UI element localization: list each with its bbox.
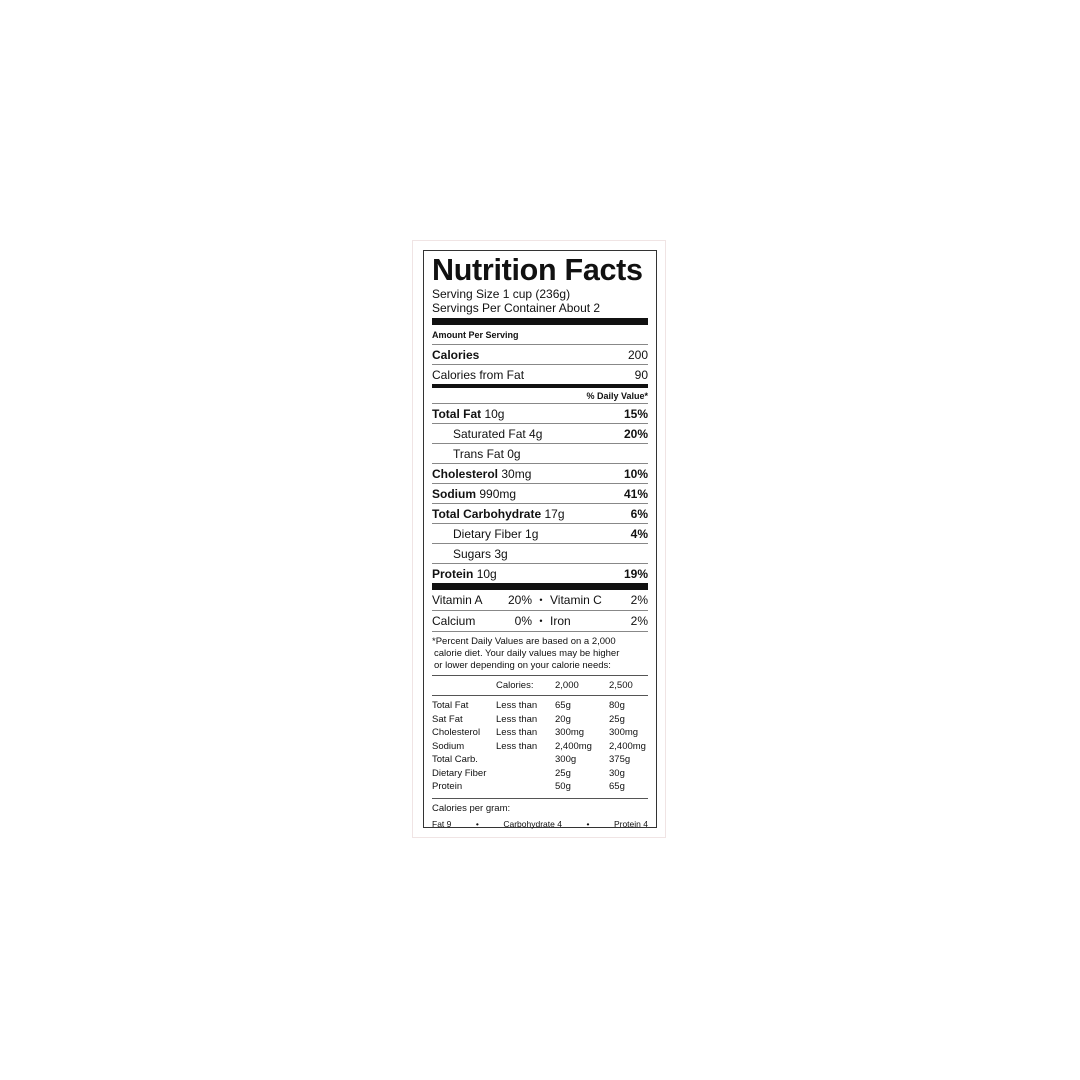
daily-value-header: % Daily Value* <box>432 388 648 404</box>
calories-per-gram-values: Fat 9 • Carbohydrate 4 • Protein 4 <box>432 818 648 829</box>
label-title: Nutrition Facts <box>432 253 643 287</box>
table-row: Total Fat Less than 65g 80g <box>432 700 625 712</box>
medium-divider <box>432 384 648 388</box>
table-row: Sat Fat Less than 20g 25g <box>432 713 625 725</box>
label-card <box>412 240 666 838</box>
table-row: Total Carb. 300g 375g <box>432 754 631 766</box>
calories-row: Calories 200 <box>432 345 648 365</box>
nutrient-row: Cholesterol 30mg 10% <box>432 464 648 484</box>
footnote: *Percent Daily Values are based on a 2,0… <box>432 632 648 676</box>
nutrient-row: Sugars 3g <box>432 544 648 564</box>
vitamin-row: Calcium 0% • Iron 2% <box>432 611 648 632</box>
table-row: Cholesterol Less than 300mg 300mg <box>432 727 639 739</box>
nutrient-row: Protein 10g 19% <box>432 566 648 581</box>
servings-per-container: Servings Per Container About 2 <box>432 301 601 315</box>
nutrient-row: Trans Fat 0g <box>432 444 648 464</box>
table-row: Dietary Fiber 25g 30g <box>432 767 625 779</box>
nutrient-row: Total Carbohydrate 17g 6% <box>432 504 648 524</box>
nutrient-row: Saturated Fat 4g 20% <box>432 424 648 444</box>
table-row: Protein 50g 65g <box>432 781 625 793</box>
table-header: Calories: 2,000 2,500 <box>432 676 648 696</box>
table-row: Sodium Less than 2,400mg 2,400mg <box>432 740 646 752</box>
calories-per-gram: Calories per gram: <box>432 797 648 814</box>
thick-divider <box>432 583 648 590</box>
vitamin-row: Vitamin A 20% • Vitamin C 2% <box>432 590 648 611</box>
nutrition-label: Nutrition Facts Serving Size 1 cup (236g… <box>423 250 657 829</box>
thick-divider <box>432 318 648 325</box>
nutrient-row: Total Fat 10g 15% <box>432 404 648 424</box>
serving-size: Serving Size 1 cup (236g) <box>432 287 571 301</box>
amount-per-serving: Amount Per Serving <box>432 325 648 345</box>
calories-from-fat-row: Calories from Fat 90 <box>432 367 648 382</box>
nutrient-row: Sodium 990mg 41% <box>432 484 648 504</box>
daily-values-table: Calories: 2,000 2,500 Total Fat Less than 65… <box>432 676 648 794</box>
nutrient-row: Dietary Fiber 1g 4% <box>432 524 648 544</box>
